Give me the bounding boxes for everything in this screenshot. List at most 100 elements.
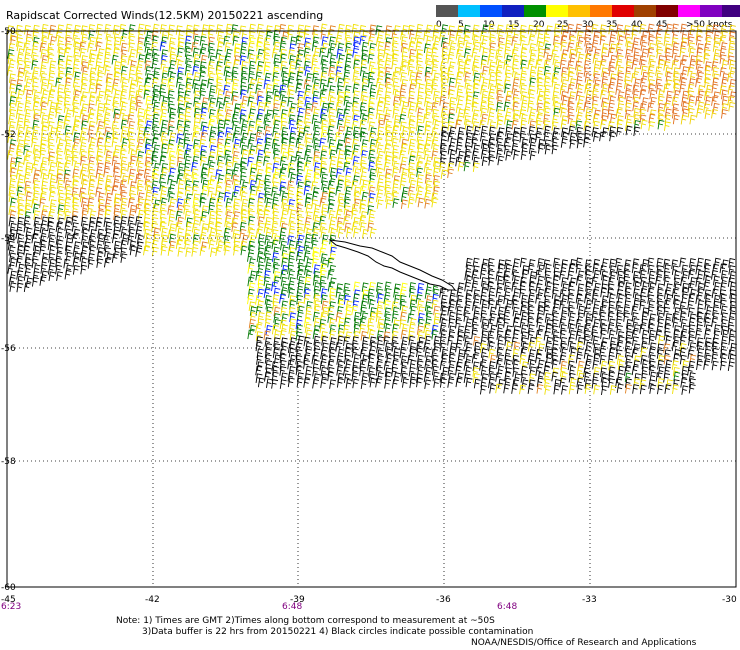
- wind-barb: [687, 300, 695, 310]
- wind-barb: [417, 312, 425, 323]
- wind-barb: [160, 245, 168, 256]
- wind-barb: [119, 90, 127, 101]
- wind-barb: [457, 36, 465, 47]
- wind-barb: [417, 197, 425, 208]
- wind-barb: [224, 91, 232, 101]
- wind-barb: [280, 113, 288, 124]
- wind-barb: [272, 78, 280, 89]
- wind-barb: [271, 199, 279, 209]
- wind-barb: [583, 60, 591, 70]
- wind-barb: [319, 167, 327, 178]
- wind-barb: [55, 264, 63, 275]
- wind-barb: [529, 77, 537, 88]
- wind-barb: [561, 283, 569, 293]
- wind-barb: [336, 217, 344, 227]
- wind-barb: [135, 66, 143, 76]
- wind-barb: [391, 49, 399, 59]
- wind-barb: [689, 342, 697, 352]
- wind-barb: [487, 91, 495, 102]
- wind-barb: [417, 83, 425, 94]
- wind-barb: [703, 270, 711, 281]
- wind-barb: [231, 66, 239, 77]
- wind-barb: [279, 181, 287, 192]
- wind-barb: [591, 312, 599, 323]
- wind-barb: [257, 247, 265, 257]
- wind-barb: [471, 114, 479, 125]
- wind-barb: [648, 42, 656, 53]
- wind-barb: [528, 281, 536, 292]
- wind-barb: [48, 271, 56, 281]
- wind-barb: [544, 144, 552, 155]
- wind-barb: [481, 139, 488, 149]
- wind-barb: [352, 216, 360, 227]
- wind-barb: [231, 120, 239, 131]
- wind-barb: [417, 125, 425, 136]
- legend-swatch-1: [458, 5, 480, 17]
- wind-barb: [143, 89, 151, 100]
- wind-barb: [569, 342, 576, 352]
- wind-barb: [327, 125, 335, 136]
- wind-barb: [647, 323, 655, 334]
- wind-barb: [72, 60, 80, 70]
- wind-barb: [239, 102, 247, 113]
- wind-barb: [721, 89, 728, 100]
- wind-barb: [263, 330, 271, 341]
- wind-barb: [224, 245, 232, 256]
- wind-barb: [519, 305, 527, 316]
- wind-barb: [545, 348, 553, 359]
- wind-barb: [79, 132, 87, 143]
- wind-barb: [575, 257, 583, 268]
- wind-barb: [233, 126, 241, 137]
- wind-barb: [329, 61, 337, 71]
- wind-barb: [127, 114, 135, 124]
- wind-barb: [303, 126, 311, 136]
- wind-barb: [87, 162, 95, 173]
- wind-barb: [593, 343, 600, 353]
- wind-barb: [113, 240, 121, 251]
- wind-barb: [608, 24, 616, 35]
- wind-barb: [543, 120, 551, 130]
- wind-barb: [455, 156, 463, 167]
- wind-barb: [704, 264, 711, 274]
- wind-barb: [273, 354, 281, 365]
- wind-barb: [569, 277, 577, 288]
- wind-barb: [551, 306, 559, 317]
- wind-barb: [352, 31, 360, 41]
- wind-barb: [17, 263, 25, 274]
- wind-barb: [663, 270, 671, 281]
- wind-barb: [591, 95, 599, 106]
- wind-barb: [377, 185, 385, 196]
- wind-barb: [720, 305, 728, 316]
- wind-barb: [264, 126, 272, 136]
- wind-barb: [583, 67, 591, 77]
- wind-barb: [279, 217, 287, 227]
- wind-barb: [663, 102, 671, 113]
- wind-barb: [375, 377, 383, 388]
- wind-barb: [559, 367, 567, 377]
- wind-barb: [584, 36, 592, 47]
- wind-barb: [201, 97, 209, 107]
- wind-barb: [47, 113, 55, 124]
- wind-barb: [471, 97, 479, 108]
- wind-barb: [64, 198, 72, 208]
- wind-barb: [207, 120, 215, 130]
- wind-barb: [728, 101, 736, 112]
- wind-barb: [200, 228, 208, 238]
- wind-barb: [320, 157, 328, 167]
- wind-barb: [609, 43, 617, 54]
- wind-barb: [504, 95, 512, 106]
- wind-barb: [184, 155, 192, 166]
- wind-barb: [713, 330, 721, 340]
- wind-barb: [87, 204, 95, 214]
- wind-barb: [663, 264, 671, 274]
- wind-barb: [257, 48, 265, 59]
- wind-barb: [416, 174, 424, 184]
- wind-barb: [199, 71, 206, 82]
- wind-barb: [257, 101, 265, 112]
- wind-barb: [71, 144, 79, 155]
- wind-barb: [666, 379, 673, 389]
- wind-barb: [136, 179, 144, 190]
- wind-barb: [721, 312, 728, 322]
- wind-barb: [63, 204, 71, 215]
- wind-barb: [729, 91, 737, 101]
